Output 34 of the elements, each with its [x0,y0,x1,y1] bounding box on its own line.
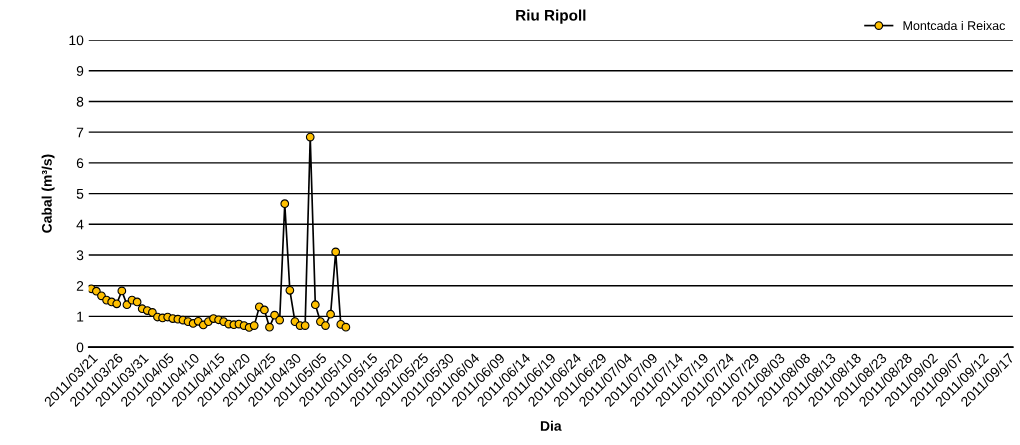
legend-label: Montcada i Reixac [903,20,1006,31]
point [331,247,341,257]
y-tick-label: 9 [76,66,84,76]
point [280,199,290,209]
point [300,321,310,330]
point [249,321,259,330]
point [112,299,122,309]
point [117,286,127,296]
point [275,315,285,325]
chart-title: Riu Ripoll [516,9,586,24]
y-axis-title: Cabal (m³/s) [41,154,55,233]
point [285,285,295,295]
y-tick-label: 3 [76,250,84,261]
point [270,310,279,320]
y-tick-label: 0 [76,342,84,353]
x-axis-title: Dia [540,420,562,431]
point [265,322,274,332]
point [305,132,315,142]
point [326,309,335,319]
point [341,322,351,332]
point [260,305,269,315]
y-tick-label: 5 [76,189,84,199]
y-tick-label: 10 [69,35,84,46]
point [92,286,101,296]
y-tick-label: 8 [76,96,84,107]
point [310,300,320,310]
y-tick-label: 4 [76,219,84,230]
point [132,297,142,307]
y-tick-label: 2 [76,281,84,291]
y-tick-label: 1 [77,311,84,322]
y-tick-label: 7 [76,127,84,138]
y-tick-label: 6 [76,158,84,169]
point [321,321,330,330]
point [148,308,157,317]
